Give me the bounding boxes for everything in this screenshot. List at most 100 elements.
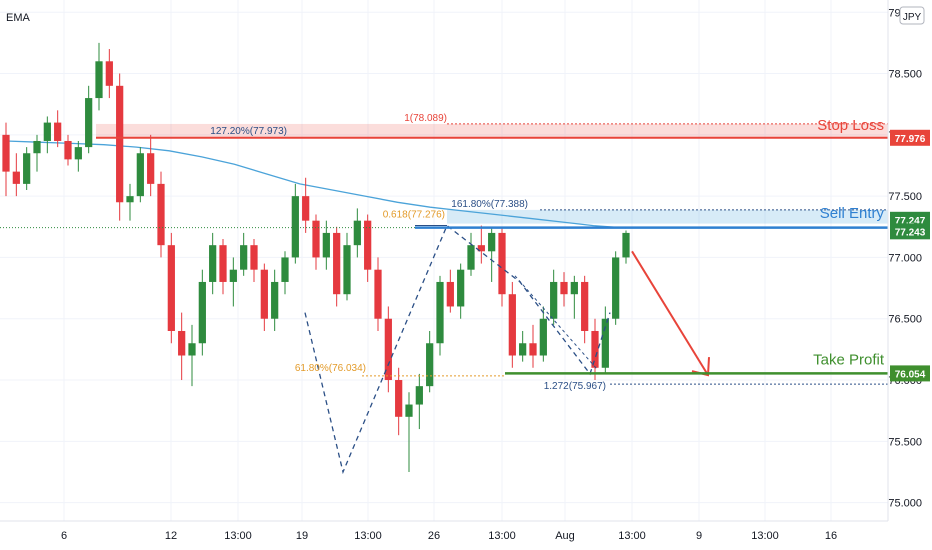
candle-up [240,232,248,276]
time-tick-label: 12 [165,530,177,542]
candle-body [23,153,31,184]
candle-body [260,269,268,319]
candle-body [374,269,382,319]
candle-body [229,269,237,282]
pattern-legs [304,224,611,475]
candle-down [178,312,186,381]
indicator-label: EMA [6,12,31,24]
candle-up [209,232,217,295]
candle-up [33,134,41,172]
candle-up [281,251,289,295]
candle-up [467,232,475,276]
candle-up [291,183,299,264]
candle-down [333,226,341,307]
candle-down [147,134,155,197]
candle-up [457,263,465,319]
candle-body [322,232,330,258]
candle-up [519,330,527,362]
candle-body [519,343,527,356]
time-tick-label: 6 [61,530,67,542]
candle-body [436,281,444,344]
candle-down [105,49,113,99]
candle-up [188,324,196,387]
time-tick-label: Aug [555,530,575,542]
candle-body [74,147,82,160]
profit-ext-annotation: 1.272(75.967) [544,381,606,392]
candle-up [405,392,413,472]
stop-loss-badge: 77.976 [890,129,930,146]
candle-body [2,134,10,172]
candle-up [74,140,82,172]
price-tick-label: 75.500 [888,436,922,448]
candle-down [374,257,382,331]
candle-body [43,122,51,141]
candle-body [622,232,630,258]
time-tick-label: 16 [825,530,837,542]
stop-fib-annotation: 127.20%(77.973) [210,126,287,137]
candle-down [477,225,485,264]
entry-ext-annotation: 161.80%(77.388) [451,199,528,210]
candle-body [591,330,599,368]
candlestick-series [2,42,630,472]
entry-fib-annotation: 0.618(77.276) [383,210,445,221]
candle-up [415,373,423,430]
candle-body [560,281,568,295]
stop-ext-annotation: 1(78.089) [404,113,447,124]
candle-body [147,153,155,184]
candle-body [426,343,434,387]
candle-body [157,183,165,246]
candle-body [612,257,620,319]
candle-body [508,294,516,356]
candle-body [395,380,403,417]
price-axis[interactable]: 79.00078.50078.00077.50077.00076.50076.0… [887,0,930,521]
candle-up [353,208,361,258]
time-axis[interactable]: 6 12 13:00 19 13:00 26 13:00 Aug 13:00 9 13:00 16 [0,520,888,542]
candle-up [570,275,578,319]
candle-down [260,263,268,331]
candle-body [33,140,41,154]
candle-body [188,343,196,356]
profit-fib-annotation: 61.80%(76.034) [295,363,366,374]
candle-body [250,245,258,270]
price-tick-label: 75.000 [888,498,922,510]
candle-up [229,257,237,307]
candle-down [581,275,589,344]
candle-body [54,122,62,141]
price-tick-label: 78.500 [888,69,922,81]
time-tick-label: 26 [428,530,440,542]
candle-down [250,239,258,282]
candle-body [136,153,144,197]
currency-badge-label: JPY [903,12,922,23]
candle-up [23,147,31,191]
time-tick-label: 13:00 [618,530,646,542]
candle-body [539,318,547,356]
candle-down [508,281,516,368]
candle-down [64,134,72,166]
candle-body [364,220,372,270]
candle-up [488,228,496,282]
candle-down [2,122,10,197]
candle-down [12,153,20,197]
projection-arrow-line [631,250,709,376]
candle-body [446,281,454,307]
stop-loss-zone [96,123,888,139]
candle-body [333,232,341,295]
candle-body [570,281,578,295]
candle-body [105,61,113,86]
candle-body [126,196,134,203]
candle-up [622,230,630,264]
pattern-channel-line [514,275,599,371]
candle-body [601,318,609,368]
candle-up [126,183,134,221]
price-tick-label: 76.500 [888,314,922,326]
time-tick-label: 19 [296,530,308,542]
candle-body [405,404,413,417]
candle-down [384,306,392,393]
candle-up [426,330,434,393]
time-tick-label: 9 [696,530,702,542]
sell-entry-zone [447,209,888,224]
currency-badge[interactable]: JPY [899,6,925,25]
sell-entry-label: Sell Entry [820,205,885,222]
candle-down [591,318,599,381]
